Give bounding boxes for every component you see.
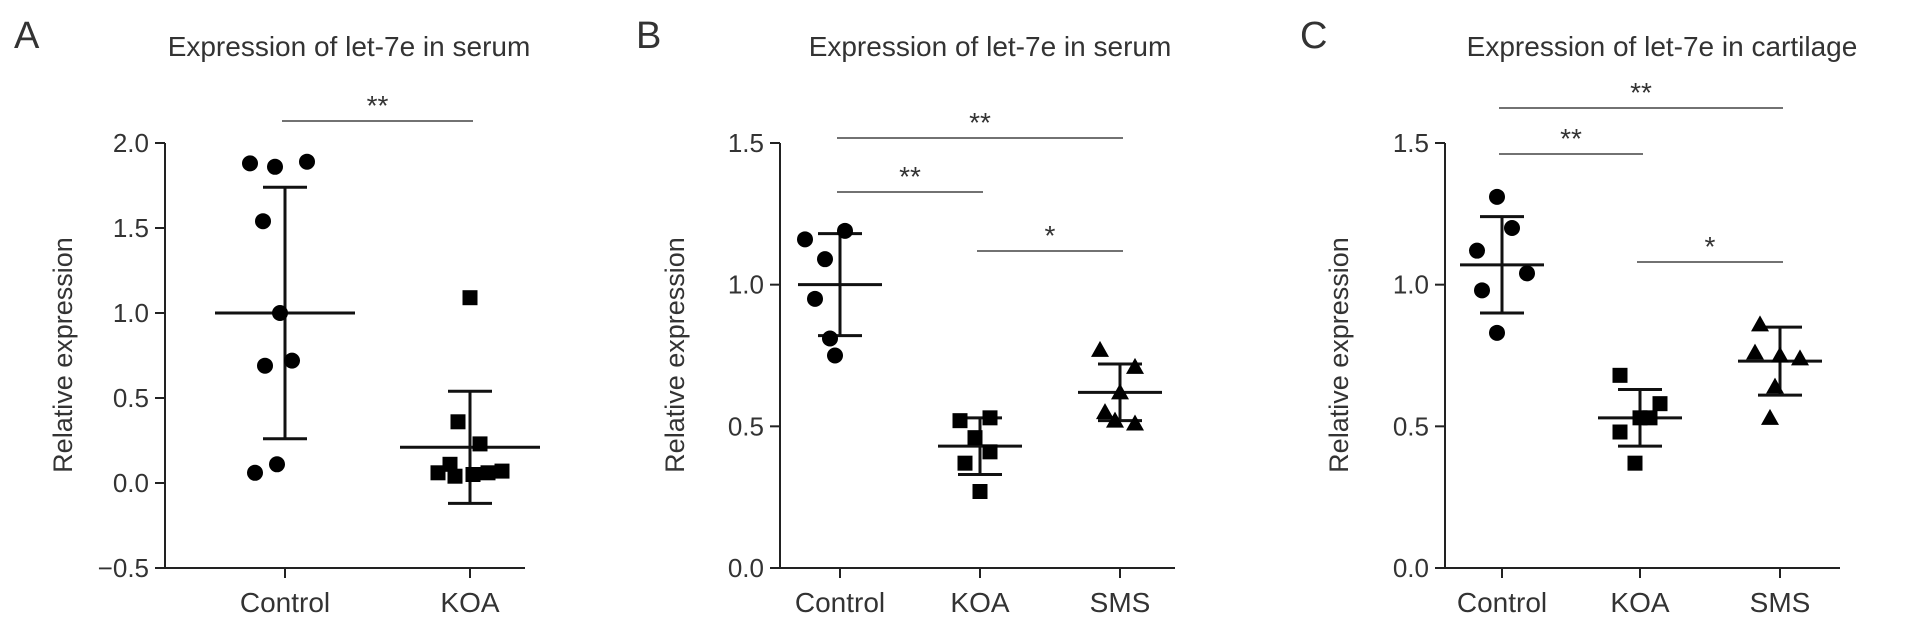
data-point	[1751, 315, 1769, 332]
data-point	[807, 290, 823, 307]
panel-c: C Expression of let-7e in cartilage Rela…	[1300, 15, 1857, 618]
y-tick-label: 1.5	[113, 213, 149, 243]
data-point	[972, 484, 988, 499]
chart-title: Expression of let-7e in serum	[809, 31, 1172, 62]
data-point	[1126, 357, 1144, 374]
y-tick-label: 0.0	[1393, 553, 1429, 583]
data-point	[827, 347, 843, 364]
data-point	[255, 213, 271, 230]
data-point	[967, 430, 983, 446]
y-tick-label: 0.0	[728, 553, 764, 583]
data-point	[284, 352, 300, 369]
data-point	[837, 222, 853, 239]
data-point	[447, 468, 463, 484]
panel-label: C	[1300, 15, 1327, 57]
y-tick-label: 1.0	[1393, 270, 1429, 300]
data-point	[1642, 410, 1658, 426]
panel-label: A	[14, 15, 40, 57]
data-point	[472, 436, 488, 452]
panel-b: B Expression of let-7e in serum Relative…	[636, 15, 1175, 618]
data-point	[1504, 220, 1520, 236]
data-point	[1091, 340, 1109, 357]
data-point	[822, 330, 838, 347]
data-point	[1106, 411, 1124, 428]
x-tick-label: SMS	[1750, 587, 1811, 618]
data-point	[1771, 346, 1789, 363]
data-point	[272, 305, 288, 321]
data-point	[1489, 324, 1505, 341]
data-point	[1474, 282, 1490, 299]
data-point	[957, 455, 973, 471]
data-point	[430, 465, 446, 481]
data-point	[1111, 383, 1129, 400]
data-point	[1469, 242, 1485, 259]
x-tick-label: Control	[1457, 587, 1547, 618]
significance-label: *	[1705, 231, 1716, 262]
y-tick-label: 1.5	[1393, 128, 1429, 158]
data-point	[797, 231, 813, 248]
significance-label: **	[1630, 77, 1652, 108]
data-point	[1612, 424, 1628, 440]
data-point	[465, 467, 481, 482]
data-point	[1761, 408, 1779, 425]
data-point	[1096, 403, 1114, 420]
data-point	[1627, 455, 1643, 471]
data-point	[247, 464, 263, 481]
data-point	[442, 456, 458, 472]
y-axis-label: Relative expression	[660, 237, 690, 473]
y-tick-label: 0.5	[113, 383, 149, 413]
chart-title: Expression of let-7e in serum	[168, 31, 531, 62]
data-point	[1519, 265, 1535, 282]
y-tick-label: 2.0	[113, 128, 149, 158]
data-point	[450, 414, 466, 430]
y-tick-label: 0.5	[1393, 411, 1429, 441]
x-tick-label: KOA	[1610, 587, 1669, 618]
x-tick-label: Control	[240, 587, 330, 618]
data-point	[267, 158, 283, 175]
significance-label: **	[367, 90, 389, 121]
data-point	[242, 155, 258, 172]
panel-a: A Expression of let-7e in serum Relative…	[14, 15, 540, 618]
data-point	[257, 357, 273, 374]
data-point	[1489, 188, 1505, 205]
significance-label: **	[899, 161, 921, 192]
data-point	[269, 456, 285, 473]
data-point	[817, 251, 833, 268]
y-axis-label: Relative expression	[1324, 237, 1354, 473]
data-point	[1652, 396, 1668, 412]
data-point	[494, 463, 510, 479]
data-point	[982, 410, 998, 426]
data-point	[1766, 377, 1784, 394]
x-tick-label: SMS	[1090, 587, 1151, 618]
significance-label: **	[969, 107, 991, 138]
panel-label: B	[636, 15, 661, 57]
chart-title: Expression of let-7e in cartilage	[1467, 31, 1858, 62]
x-tick-label: KOA	[950, 587, 1009, 618]
data-point	[480, 465, 496, 481]
y-axis-label: Relative expression	[48, 237, 78, 473]
y-tick-label: −0.5	[98, 553, 149, 583]
data-point	[1126, 414, 1144, 431]
data-point	[1746, 343, 1764, 360]
data-point	[982, 444, 998, 460]
x-tick-label: KOA	[440, 587, 499, 618]
y-tick-label: 0.0	[113, 468, 149, 498]
significance-label: **	[1560, 123, 1582, 154]
y-tick-label: 0.5	[728, 411, 764, 441]
data-point	[1791, 349, 1809, 366]
y-tick-label: 1.0	[728, 270, 764, 300]
data-point	[462, 290, 478, 306]
y-tick-label: 1.0	[113, 298, 149, 328]
data-point	[1612, 367, 1628, 383]
y-tick-label: 1.5	[728, 128, 764, 158]
significance-label: *	[1045, 220, 1056, 251]
data-point	[299, 153, 315, 170]
data-point	[952, 413, 968, 429]
x-tick-label: Control	[795, 587, 885, 618]
